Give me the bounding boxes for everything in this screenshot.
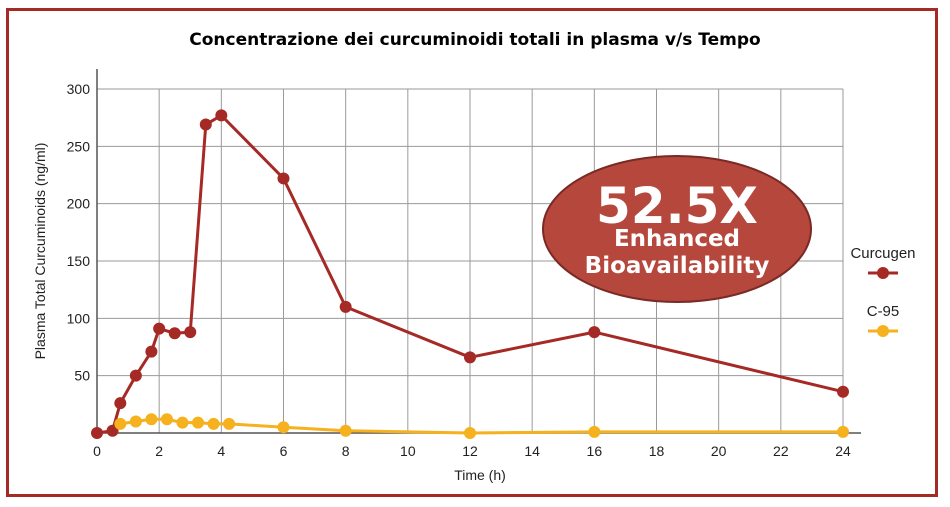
data-point	[106, 424, 119, 437]
data-point	[114, 417, 127, 430]
x-tick-label: 12	[462, 443, 478, 459]
data-point	[588, 326, 601, 339]
y-tick-label: 50	[74, 368, 90, 384]
x-tick-label: 14	[524, 443, 540, 459]
x-tick-label: 22	[773, 443, 789, 459]
data-point	[184, 326, 197, 339]
legend-swatch-marker	[877, 325, 889, 337]
data-point	[277, 172, 290, 185]
x-tick-label: 16	[587, 443, 603, 459]
y-tick-label: 150	[67, 253, 91, 269]
data-point	[339, 300, 352, 313]
data-point	[588, 425, 601, 438]
data-point	[192, 416, 205, 429]
data-point	[464, 351, 476, 364]
x-tick-label: 2	[155, 443, 163, 459]
data-point	[215, 109, 228, 122]
x-tick-label: 6	[280, 443, 288, 459]
badge-line2: Bioavailability	[585, 253, 770, 279]
legend-label: C-95	[867, 303, 900, 320]
bioavailability-badge: 52.5X Enhanced Bioavailability	[542, 155, 812, 303]
data-point	[145, 345, 158, 358]
data-point	[207, 417, 220, 430]
data-point	[223, 417, 236, 430]
data-point	[129, 415, 142, 428]
badge-headline: 52.5X	[596, 177, 758, 235]
data-point	[160, 413, 173, 426]
y-tick-label: 250	[67, 138, 91, 154]
data-point	[837, 385, 849, 398]
x-tick-label: 20	[711, 443, 727, 459]
x-tick-label: 8	[342, 443, 350, 459]
x-tick-label: 18	[649, 443, 665, 459]
y-tick-label: 200	[67, 196, 91, 212]
badge-line1: Enhanced	[614, 226, 740, 252]
chart-frame	[6, 8, 938, 497]
y-axis-label: Plasma Total Curcuminoids (ng/ml)	[32, 143, 48, 360]
data-point	[168, 327, 181, 340]
chart-title: Concentrazione dei curcuminoidi totali i…	[189, 30, 761, 50]
x-tick-label: 0	[93, 443, 101, 459]
badge-ellipse	[542, 155, 812, 303]
data-point	[145, 413, 158, 426]
data-point	[114, 397, 127, 410]
legend: Curcugen C-95	[850, 245, 916, 337]
y-tick-label: 100	[67, 310, 91, 326]
data-point	[153, 322, 166, 335]
data-point	[277, 421, 290, 434]
data-point	[176, 416, 189, 429]
data-point	[129, 369, 142, 382]
legend-swatch-marker	[877, 267, 889, 279]
legend-label: Curcugen	[850, 245, 915, 262]
x-tick-label: 10	[400, 443, 416, 459]
data-point	[199, 118, 212, 131]
data-point	[339, 424, 352, 437]
data-point	[464, 427, 476, 439]
x-axis-label: Time (h)	[454, 467, 506, 483]
x-tick-label: 24	[835, 443, 851, 459]
y-tick-label: 300	[67, 81, 91, 97]
data-point	[91, 427, 103, 439]
data-point	[837, 425, 849, 438]
x-tick-label: 4	[217, 443, 225, 459]
series-0	[91, 109, 849, 439]
series-layer	[91, 109, 849, 439]
series-1	[114, 413, 849, 439]
